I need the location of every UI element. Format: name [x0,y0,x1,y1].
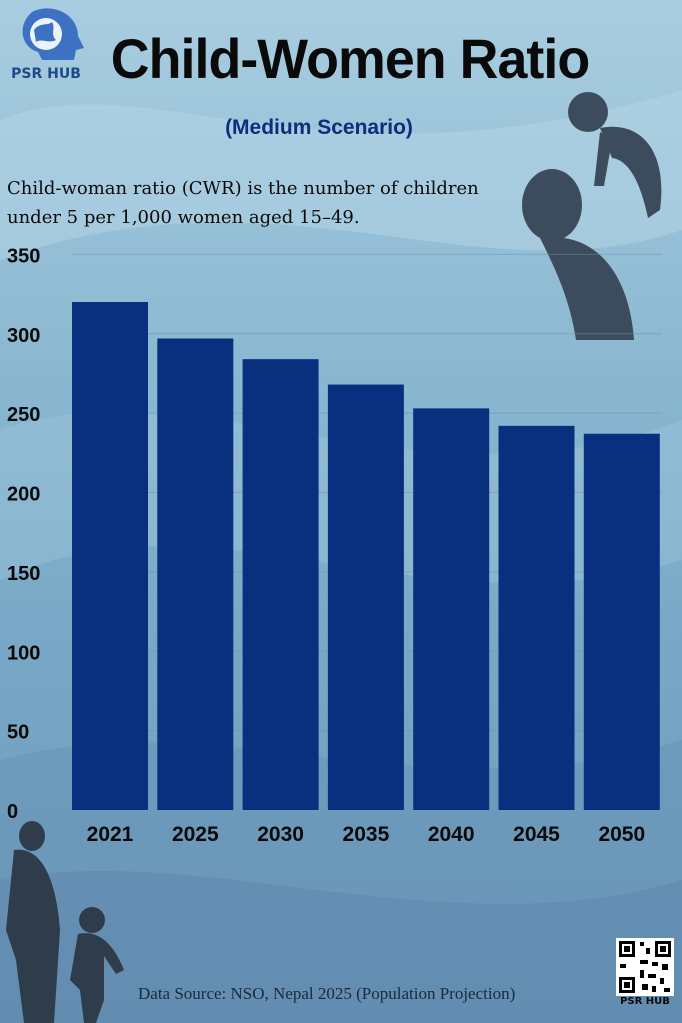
y-tick-label: 200 [7,484,40,506]
qr-label: PSR HUB [620,996,670,1007]
bar-2050 [583,433,660,810]
y-tick-label: 100 [7,642,40,664]
bar-2025 [157,338,234,810]
x-tick-label: 2050 [598,823,645,846]
woman-child-walking-icon [6,821,124,1023]
y-tick-label: 350 [7,245,40,267]
psr-hub-logo: PSR HUB [8,4,84,86]
x-tick-label: 2030 [257,823,304,846]
qr-code-icon [616,938,674,996]
head-globe-icon [22,8,84,61]
x-tick-label: 2025 [172,823,219,846]
x-tick-label: 2035 [343,823,390,846]
mother-child-silhouette-icon [522,92,662,340]
y-tick-label: 300 [7,325,40,347]
y-tick-label: 250 [7,404,40,426]
x-tick-label: 2040 [428,823,475,846]
bar-2040 [413,408,490,810]
bar-chart: 0 50 100 150 200 250 300 350 2021 2025 2030 2035 204… [7,245,662,846]
x-tick-label: 2045 [513,823,560,846]
y-tick-label: 150 [7,563,40,585]
description-line-2: under 5 per 1,000 women aged 15–49. [7,207,360,228]
y-tick-label: 0 [7,801,18,823]
x-tick-label: 2021 [87,823,134,846]
bar-2045 [498,425,575,810]
chart-subtitle: (Medium Scenario) [225,116,413,139]
brand-name: PSR HUB [11,66,81,82]
data-source: Data Source: NSO, Nepal 2025 (Population… [138,984,516,1003]
bar-2021 [72,302,148,810]
bar-2030 [242,359,319,810]
description-line-1: Child-woman ratio (CWR) is the number of… [7,178,479,199]
chart-description: Child-woman ratio (CWR) is the number of… [7,174,507,232]
bar-2035 [327,384,404,810]
chart-title: Child-Women Ratio [110,27,590,90]
y-tick-label: 50 [7,722,29,744]
qr-code: PSR HUB [616,938,674,1010]
